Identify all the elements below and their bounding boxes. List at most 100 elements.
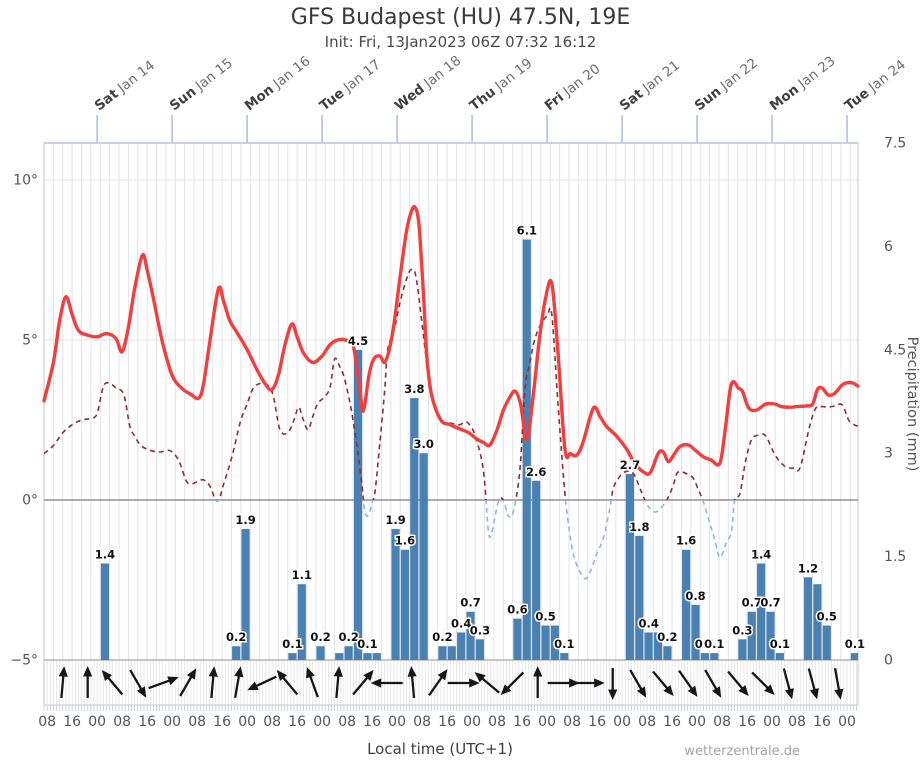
precip-bar-label: 0.3 <box>470 623 490 637</box>
day-label: SunJan 15 <box>167 55 236 114</box>
x-tick-label: 08 <box>488 714 506 730</box>
x-tick-label: 08 <box>413 714 431 730</box>
x-tick-label: 16 <box>363 714 381 730</box>
day-label: MonJan 23 <box>767 53 839 114</box>
wind-arrow <box>276 669 299 696</box>
precip-bar <box>353 349 363 660</box>
temp-axis-label: −5° <box>10 653 38 669</box>
precip-bar-label: 0.1 <box>695 637 715 651</box>
day-label: SatJan 14 <box>92 57 158 114</box>
wind-arrow <box>148 676 179 690</box>
x-tick-label: 00 <box>763 714 781 730</box>
x-tick-label: 16 <box>738 714 756 730</box>
x-tick-label: 08 <box>338 714 356 730</box>
precip-bar-label: 0.7 <box>760 596 780 610</box>
precip-axis-label: 1.5 <box>884 549 906 565</box>
precip-bar <box>644 632 653 660</box>
x-tick-label: 08 <box>638 714 656 730</box>
precip-bar <box>635 535 644 660</box>
precip-bar <box>241 529 250 660</box>
wind-arrows <box>58 666 844 700</box>
precip-bar-label: 0.5 <box>817 610 837 624</box>
precip-axis-label: 3 <box>884 446 893 462</box>
precip-bar-label: 0.2 <box>432 630 452 644</box>
x-tick-label: 00 <box>388 714 406 730</box>
precip-bar <box>653 632 663 660</box>
precip-bar <box>475 639 484 660</box>
precip-bar <box>438 646 447 660</box>
wind-arrow <box>833 668 844 700</box>
precip-bar <box>710 653 719 660</box>
precip-bar <box>822 625 831 660</box>
precip-bar-label: 1.1 <box>292 568 312 582</box>
page-title: GFS Budapest (HU) 47.5N, 19E <box>290 5 631 30</box>
precip-bar-labels: 1.4 0.2 1.9 0.1 1.1 0.2 0.2 4.5 0.1 1.9 1.6 3.8 3.0 0… <box>93 222 866 653</box>
precip-bar <box>775 653 784 660</box>
wind-arrow <box>407 666 417 699</box>
hour-tick-fringe <box>43 705 857 711</box>
precip-bar <box>541 625 550 660</box>
x-tick-label: 00 <box>463 714 481 730</box>
x-tick-label: 16 <box>63 714 81 730</box>
x-tick-label: 00 <box>88 714 106 730</box>
x-tick-label: 00 <box>313 714 331 730</box>
day-label: WedJan 18 <box>392 53 465 115</box>
x-tick-label: 16 <box>438 714 456 730</box>
precip-bar <box>391 529 400 660</box>
wind-arrow <box>782 668 794 700</box>
precip-bar <box>513 618 522 660</box>
precip-bar <box>738 639 747 660</box>
wind-arrow <box>629 669 647 698</box>
precip-bar-label: 0.2 <box>310 630 330 644</box>
wind-arrow <box>678 670 698 697</box>
precip-bar <box>419 453 428 660</box>
x-tick-label: 16 <box>813 714 831 730</box>
precip-bar <box>813 584 822 660</box>
precip-bar-label: 0.6 <box>507 603 527 617</box>
precip-bar <box>372 653 381 660</box>
precip-axis-labels: 0 1.5 3 4.5 6 7.5 <box>884 136 906 669</box>
x-axis-title: Local time (UTC+1) <box>367 740 513 758</box>
wind-arrow <box>83 666 93 698</box>
precip-bar <box>100 563 110 660</box>
gridlines <box>44 143 858 660</box>
precip-bar-label: 0.1 <box>554 637 574 651</box>
x-tick-label: 16 <box>288 714 306 730</box>
x-tick-label: 00 <box>163 714 181 730</box>
x-tick-label: 16 <box>138 714 156 730</box>
precip-bar-label: 0.1 <box>704 637 724 651</box>
wind-arrow <box>474 672 500 694</box>
precip-bar <box>410 398 419 660</box>
x-tick-label: 08 <box>713 714 731 730</box>
precip-bar <box>232 646 241 660</box>
precip-bar-label: 1.9 <box>385 513 405 527</box>
day-label: ThuJan 19 <box>467 56 536 115</box>
x-tick-label: 08 <box>188 714 206 730</box>
x-tick-label: 08 <box>263 714 281 730</box>
precip-bar <box>522 239 531 660</box>
precip-bar-label: 2.6 <box>526 465 546 479</box>
precip-bar <box>297 584 306 660</box>
wind-arrow <box>352 669 374 696</box>
x-tick-label: 16 <box>513 714 531 730</box>
precip-bar-label: 0.7 <box>460 596 480 610</box>
precip-bar <box>663 646 672 660</box>
precip-bar <box>400 549 409 660</box>
precip-bar <box>803 577 813 660</box>
precip-bar <box>335 653 344 660</box>
x-tick-label: 00 <box>613 714 631 730</box>
precip-bar <box>691 604 700 660</box>
precip-bar-label: 0.7 <box>742 596 762 610</box>
wind-arrow <box>58 666 68 699</box>
day-label: SatJan 21 <box>617 57 683 114</box>
precip-bar-label: 0.4 <box>451 616 471 630</box>
precip-bar <box>447 646 456 660</box>
temp-axis-label: 5° <box>22 333 38 349</box>
x-tick-label: 16 <box>213 714 231 730</box>
wind-arrow <box>572 678 605 688</box>
x-tick-label: 16 <box>663 714 681 730</box>
x-tick-label: 00 <box>238 714 256 730</box>
x-tick-label: 16 <box>588 714 606 730</box>
precip-bar-label: 3.0 <box>413 437 433 451</box>
wind-arrow <box>447 678 480 688</box>
